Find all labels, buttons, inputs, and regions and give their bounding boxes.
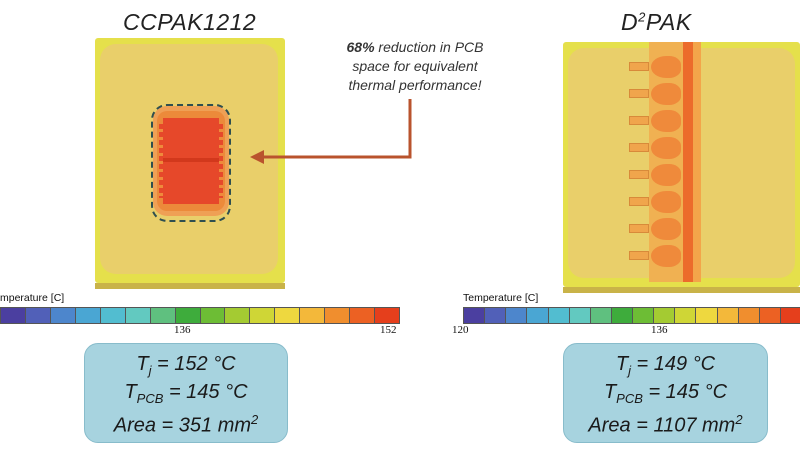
reduction-note: 68% reduction in PCB space for equivalen… xyxy=(320,38,510,95)
ccpak-title: CCPAK1212 xyxy=(123,9,257,35)
colorscale-swatch xyxy=(1,308,26,323)
colorscale-swatch xyxy=(150,308,176,323)
d2pak-tick-mid: 136 xyxy=(651,324,668,336)
colorscale-swatch xyxy=(75,308,101,323)
colorscale-swatch xyxy=(50,308,76,323)
colorscale-swatch xyxy=(275,308,301,323)
colorscale-swatch xyxy=(654,308,676,323)
d2pak-die-hotspot xyxy=(651,83,681,105)
d2pak-die-hotspot xyxy=(651,245,681,267)
colorscale-swatch xyxy=(696,308,718,323)
colorscale-swatch xyxy=(590,308,612,323)
colorscale-swatch xyxy=(125,308,151,323)
reduction-highlight: 68% xyxy=(346,39,375,55)
ccpak-footprint-outline xyxy=(151,104,231,222)
colorscale-swatch xyxy=(375,308,399,323)
d2pak-tick-min: 120 xyxy=(452,324,469,336)
d2pak-colorscale xyxy=(463,307,800,324)
note-line3: thermal performance! xyxy=(348,77,482,93)
colorscale-swatch xyxy=(225,308,251,323)
colorscale-swatch xyxy=(780,308,800,323)
ccpak-board-edge xyxy=(95,283,285,289)
d2pak-legend-label: Temperature [C] xyxy=(463,292,539,304)
colorscale-swatch xyxy=(200,308,226,323)
d2pak-stats-box: Tj = 149 °C TPCB = 145 °C Area = 1107 mm… xyxy=(563,343,768,443)
d2pak-lead xyxy=(629,62,649,71)
colorscale-swatch xyxy=(350,308,376,323)
d2pak-tab-edge xyxy=(683,42,693,282)
d2pak-die-hotspot xyxy=(651,110,681,132)
colorscale-swatch xyxy=(717,308,739,323)
colorscale-swatch xyxy=(25,308,51,323)
ccpak-tj: Tj = 152 °C xyxy=(136,353,236,378)
colorscale-swatch xyxy=(464,308,486,323)
colorscale-swatch xyxy=(527,308,549,323)
d2pak-title: D2PAK xyxy=(621,9,692,35)
d2pak-lead xyxy=(629,197,649,206)
colorscale-swatch xyxy=(548,308,570,323)
reduction-arrow xyxy=(250,99,412,164)
colorscale-swatch xyxy=(738,308,760,323)
colorscale-swatch xyxy=(759,308,781,323)
ccpak-tick-mid: 136 xyxy=(174,324,191,336)
d2pak-die-hotspot xyxy=(651,218,681,240)
d2pak-thermal-board xyxy=(563,42,800,287)
colorscale-swatch xyxy=(175,308,201,323)
d2pak-pin-row xyxy=(629,56,689,276)
d2pak-tpcb: TPCB = 145 °C xyxy=(603,381,728,406)
d2pak-tj: Tj = 149 °C xyxy=(615,353,716,378)
d2pak-die-hotspot xyxy=(651,56,681,78)
colorscale-swatch xyxy=(250,308,276,323)
d2pak-board-edge xyxy=(563,287,800,293)
ccpak-tick-max: 152 xyxy=(380,324,397,336)
colorscale-swatch xyxy=(611,308,633,323)
colorscale-swatch xyxy=(569,308,591,323)
ccpak-thermal-board xyxy=(95,38,285,283)
d2pak-tab xyxy=(649,42,683,282)
note-line1: reduction in PCB xyxy=(374,39,484,55)
ccpak-colorscale xyxy=(0,307,400,324)
colorscale-swatch xyxy=(675,308,697,323)
colorscale-swatch xyxy=(100,308,126,323)
d2pak-lead xyxy=(629,143,649,152)
d2pak-die-hotspot xyxy=(651,164,681,186)
d2pak-lead xyxy=(629,251,649,260)
d2pak-tab-rim xyxy=(693,42,701,282)
ccpak-package-hotspot xyxy=(159,118,223,204)
d2pak-die-hotspot xyxy=(651,191,681,213)
d2pak-die-hotspot xyxy=(651,137,681,159)
d2pak-area: Area = 1107 mm2 xyxy=(588,412,743,437)
ccpak-stats-box: Tj = 152 °C TPCB = 145 °C Area = 351 mm2 xyxy=(84,343,288,443)
colorscale-swatch xyxy=(300,308,326,323)
colorscale-swatch xyxy=(325,308,351,323)
colorscale-swatch xyxy=(485,308,507,323)
colorscale-swatch xyxy=(633,308,655,323)
d2pak-lead xyxy=(629,224,649,233)
d2pak-lead xyxy=(629,116,649,125)
ccpak-legend-label: mperature [C] xyxy=(0,292,65,304)
note-line2: space for equivalent xyxy=(352,58,478,74)
ccpak-area: Area = 351 mm2 xyxy=(113,412,259,437)
d2pak-lead xyxy=(629,170,649,179)
d2pak-lead xyxy=(629,89,649,98)
colorscale-swatch xyxy=(506,308,528,323)
ccpak-tpcb: TPCB = 145 °C xyxy=(124,381,248,406)
